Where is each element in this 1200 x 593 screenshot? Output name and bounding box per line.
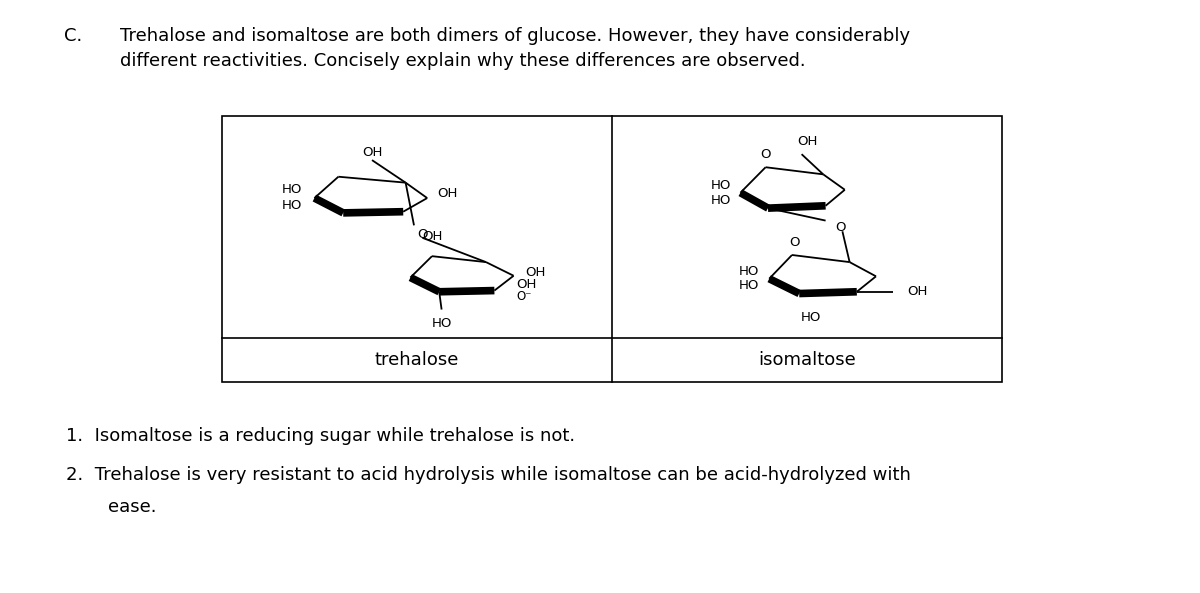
- Text: HO: HO: [802, 311, 821, 324]
- Text: O: O: [418, 228, 427, 241]
- Text: OH: OH: [526, 266, 546, 279]
- Text: HO: HO: [282, 199, 302, 212]
- Text: ease.: ease.: [108, 498, 156, 516]
- Text: trehalose: trehalose: [374, 351, 460, 369]
- Text: 2.  Trehalose is very resistant to acid hydrolysis while isomaltose can be acid-: 2. Trehalose is very resistant to acid h…: [66, 466, 911, 483]
- Text: HO: HO: [710, 194, 731, 207]
- Text: HO: HO: [432, 317, 451, 330]
- Text: O⁻: O⁻: [516, 290, 532, 303]
- Bar: [222, 116, 1002, 382]
- Text: OH: OH: [907, 285, 928, 298]
- Text: isomaltose: isomaltose: [758, 351, 856, 369]
- Text: O: O: [790, 236, 799, 249]
- Text: 1.  Isomaltose is a reducing sugar while trehalose is not.: 1. Isomaltose is a reducing sugar while …: [66, 427, 575, 445]
- Text: HO: HO: [739, 279, 760, 292]
- Text: OH: OH: [516, 278, 536, 291]
- Text: O: O: [761, 148, 770, 161]
- Text: O: O: [835, 221, 845, 234]
- Text: HO: HO: [739, 264, 760, 278]
- Text: OH: OH: [422, 230, 442, 243]
- Text: OH: OH: [362, 146, 382, 159]
- Text: C.: C.: [64, 27, 82, 44]
- Text: HO: HO: [282, 183, 302, 196]
- Text: HO: HO: [710, 178, 731, 192]
- Text: Trehalose and isomaltose are both dimers of glucose. However, they have consider: Trehalose and isomaltose are both dimers…: [120, 27, 910, 70]
- Text: OH: OH: [798, 135, 817, 148]
- Text: OH: OH: [437, 187, 457, 200]
